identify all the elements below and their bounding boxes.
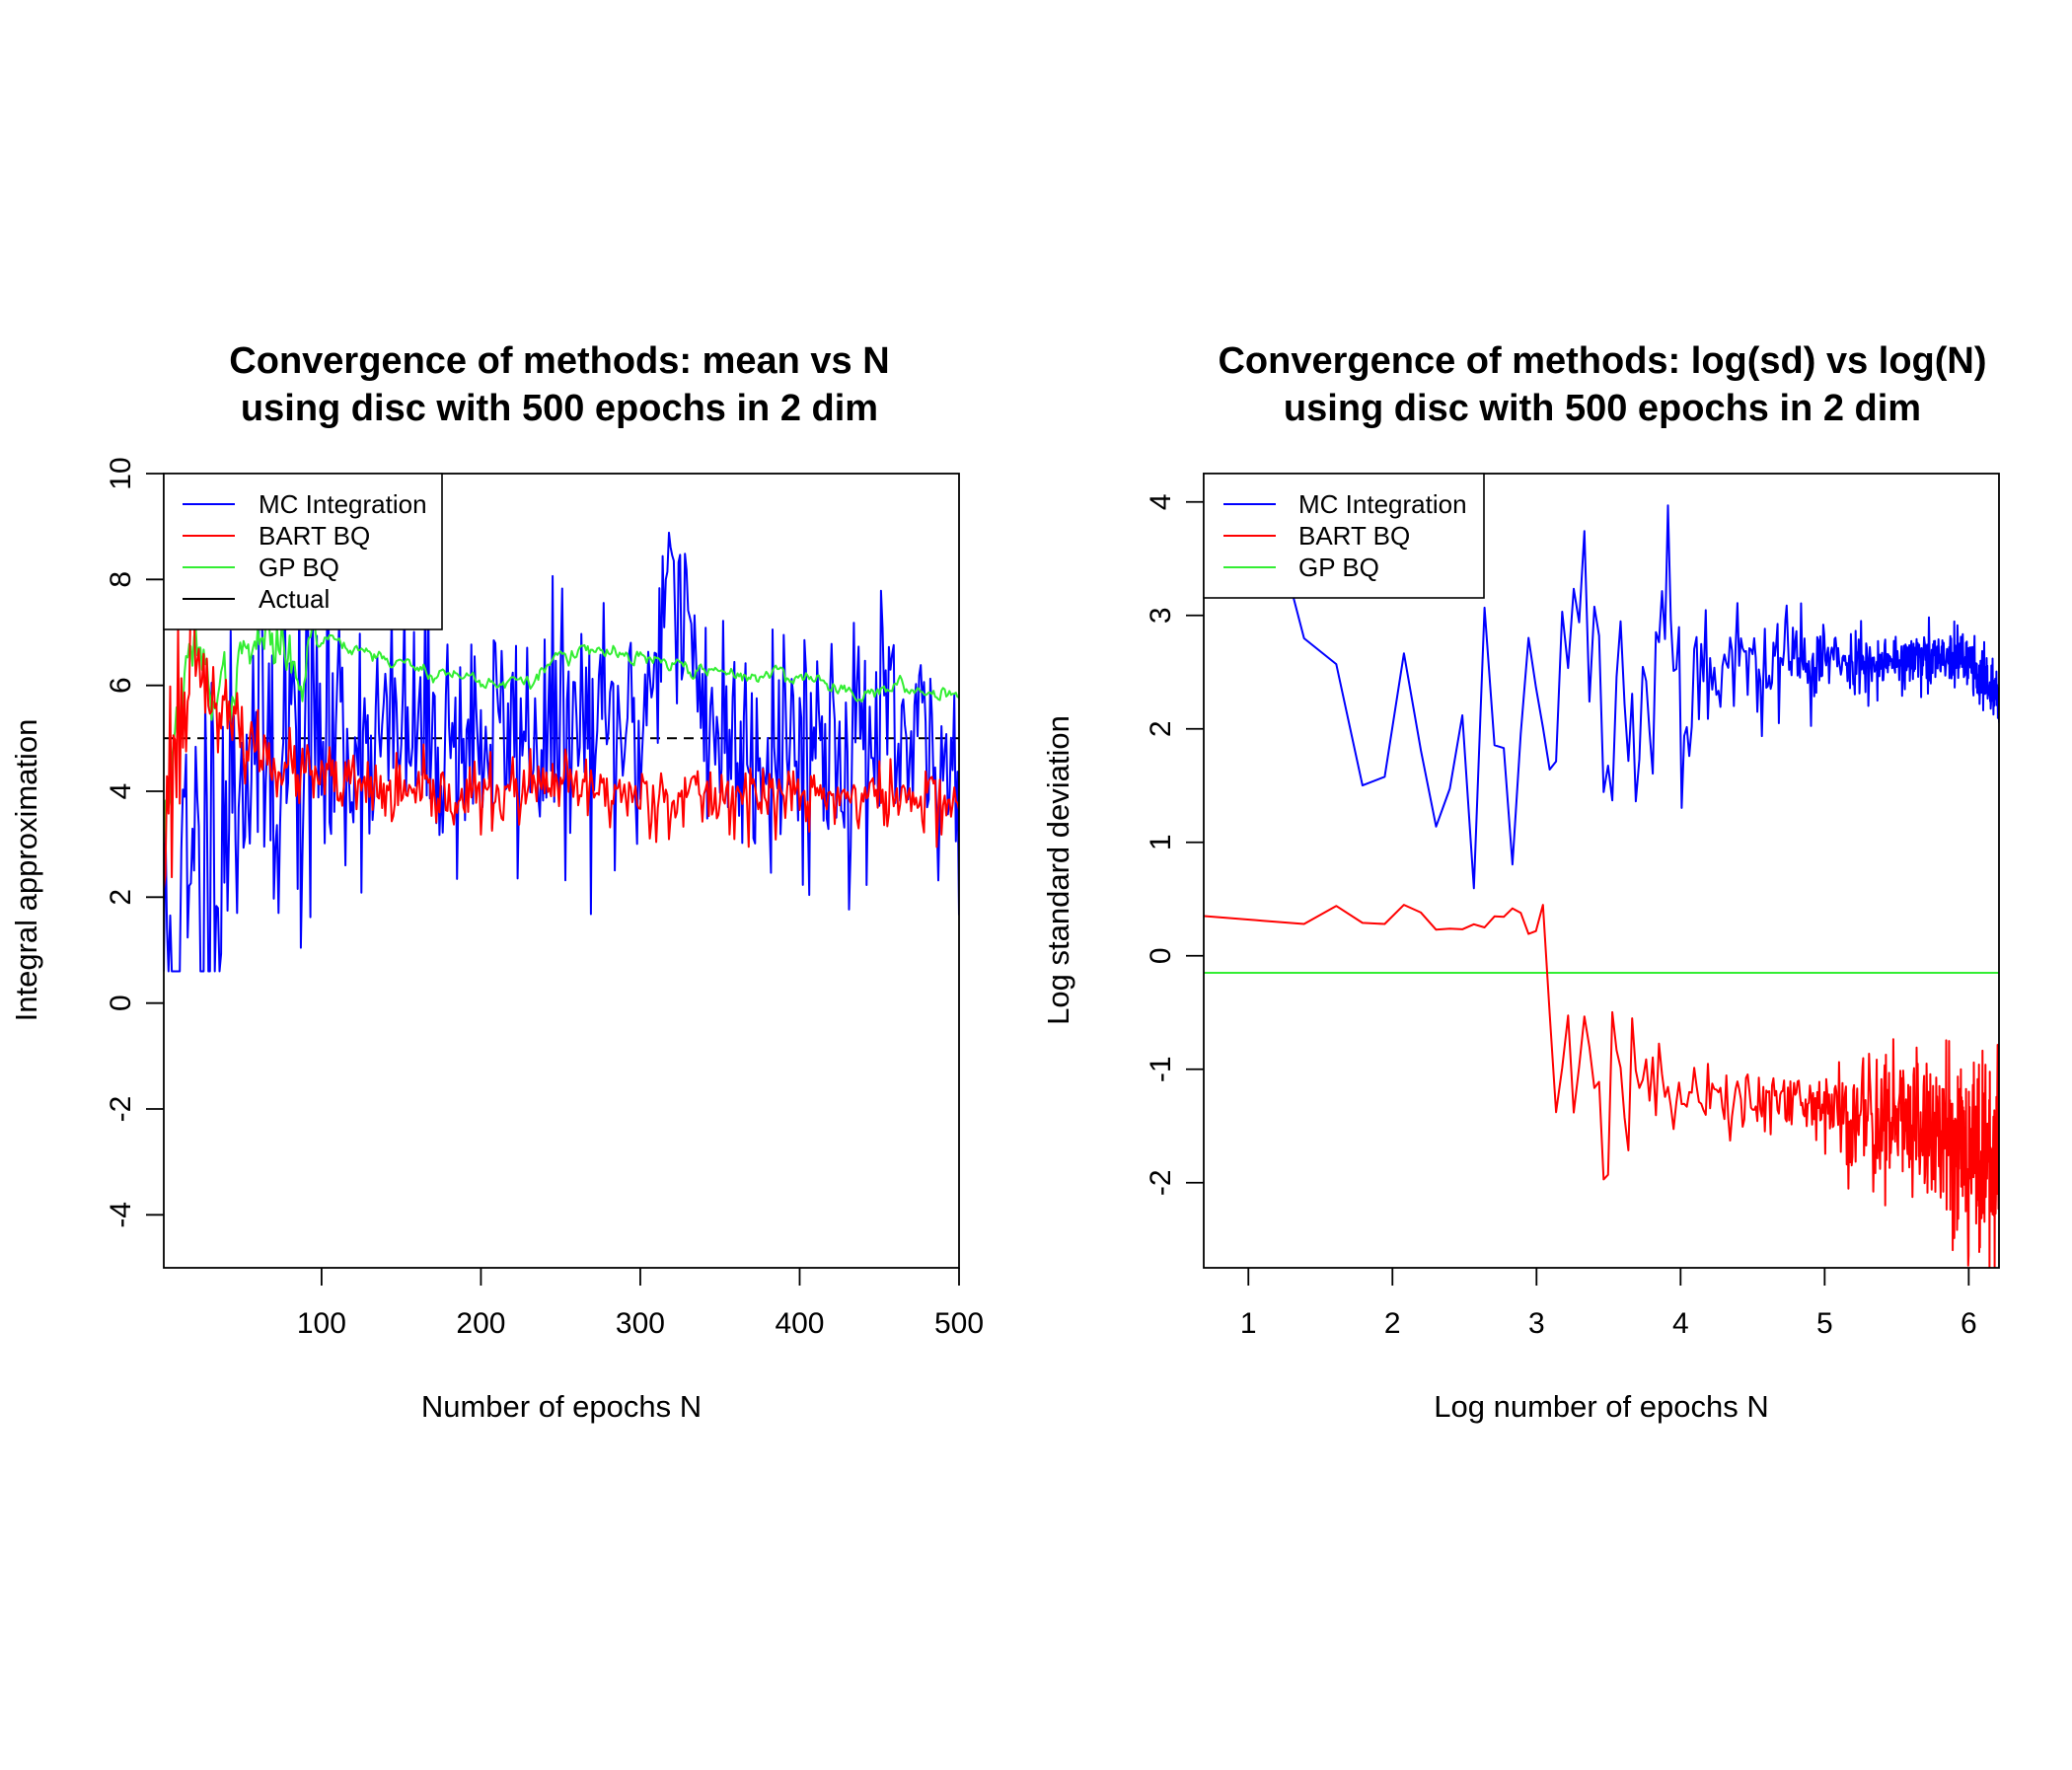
left-chart-title-line2: using disc with 500 epochs in 2 dim <box>241 388 878 429</box>
y-tick-label: 4 <box>1145 493 1177 510</box>
left-legend-box <box>163 473 443 630</box>
y-tick-label: 4 <box>105 783 137 800</box>
left-chart-lines <box>164 482 959 973</box>
right-chart-xlabel: Log number of epochs N <box>1434 1389 1769 1424</box>
x-tick-label: 1 <box>1240 1307 1257 1340</box>
left-chart-y-ticks: -4 -2 0 2 4 6 8 10 <box>105 457 164 1228</box>
series-line-bart-bq <box>164 555 959 889</box>
right-chart-title-line2: using disc with 500 epochs in 2 dim <box>1284 388 1921 429</box>
y-tick-label: 2 <box>1145 720 1177 737</box>
left-chart-title-line1: Convergence of methods: mean vs N <box>229 340 889 382</box>
left-legend-label-bart: BART BQ <box>259 521 370 551</box>
x-tick-label: 5 <box>1816 1307 1833 1340</box>
x-tick-label: 100 <box>297 1307 346 1340</box>
x-tick-label: 4 <box>1672 1307 1689 1340</box>
x-tick-label: 2 <box>1384 1307 1401 1340</box>
left-legend-label-mc: MC Integration <box>259 489 427 519</box>
series-line-gp-bq <box>164 620 959 844</box>
right-chart: Convergence of methods: log(sd) vs log(N… <box>1041 340 2000 1424</box>
left-chart-x-ticks: 100 200 300 400 500 <box>297 1268 984 1340</box>
y-tick-label: 1 <box>1145 834 1177 850</box>
right-legend-label-mc: MC Integration <box>1298 489 1467 519</box>
y-tick-label: -2 <box>1145 1169 1177 1196</box>
right-chart-ylabel: Log standard deviation <box>1041 715 1075 1025</box>
y-tick-label: -1 <box>1145 1056 1177 1082</box>
y-tick-label: 3 <box>1145 607 1177 624</box>
right-chart-title-line1: Convergence of methods: log(sd) vs log(N… <box>1218 340 1986 382</box>
left-legend-label-actual: Actual <box>259 584 330 614</box>
left-legend-label-gp: GP BQ <box>259 553 339 582</box>
x-tick-label: 200 <box>456 1307 505 1340</box>
y-tick-label: 2 <box>105 889 137 906</box>
right-legend: MC Integration BART BQ GP BQ <box>1203 473 1485 599</box>
y-tick-label: 10 <box>105 457 137 489</box>
x-tick-label: 500 <box>934 1307 984 1340</box>
right-chart-lines <box>1204 479 1999 1268</box>
right-legend-label-gp: GP BQ <box>1298 553 1379 582</box>
y-tick-label: 6 <box>105 677 137 694</box>
left-legend: MC Integration BART BQ GP BQ Actual <box>163 473 443 630</box>
y-tick-label: 8 <box>105 571 137 588</box>
x-tick-label: 6 <box>1961 1307 1977 1340</box>
left-chart-xlabel: Number of epochs N <box>421 1389 702 1424</box>
left-chart: Convergence of methods: mean vs N using … <box>9 340 984 1424</box>
series-line-mc-integration <box>1261 479 1999 890</box>
right-chart-x-ticks: 1 2 3 4 5 6 <box>1240 1268 1977 1340</box>
right-legend-label-bart: BART BQ <box>1298 521 1410 551</box>
left-chart-ylabel: Integral approximation <box>9 719 43 1022</box>
x-tick-label: 400 <box>775 1307 824 1340</box>
y-tick-label: -4 <box>105 1202 137 1228</box>
left-plot-frame <box>163 473 960 1269</box>
y-tick-label: 0 <box>105 995 137 1011</box>
right-plot-frame <box>1203 473 2000 1269</box>
y-tick-label: 0 <box>1145 947 1177 964</box>
right-chart-y-ticks: -2 -1 0 1 2 3 4 <box>1145 493 1204 1196</box>
x-tick-label: 300 <box>616 1307 665 1340</box>
y-tick-label: -2 <box>105 1096 137 1123</box>
series-line-bart-bq <box>1204 904 1999 1268</box>
x-tick-label: 3 <box>1528 1307 1545 1340</box>
